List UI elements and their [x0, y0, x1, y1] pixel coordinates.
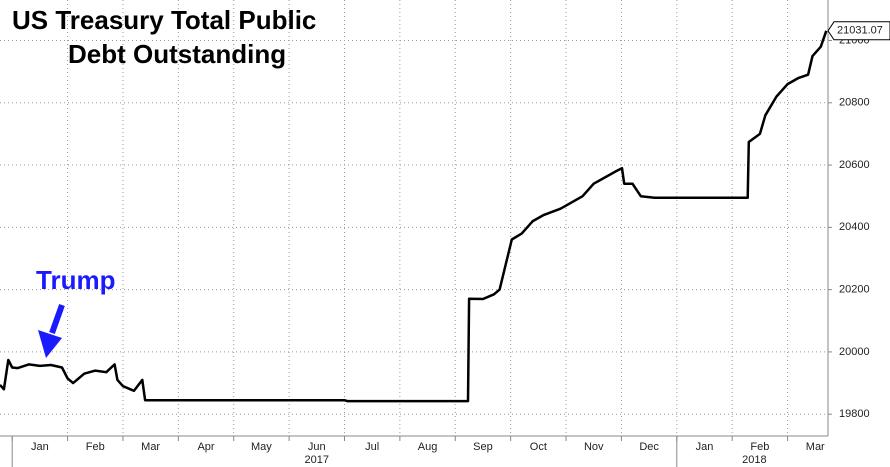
x-tick-label: Mar: [806, 441, 825, 453]
annotation: Trump: [36, 265, 115, 295]
x-tick-label: May: [251, 441, 272, 453]
chart-title: Debt Outstanding: [68, 39, 286, 69]
x-tick-label: Oct: [530, 441, 547, 453]
x-tick-label: Jun: [308, 441, 326, 453]
x-tick-label: Sep: [473, 441, 493, 453]
y-tick-label: 20600: [839, 159, 870, 171]
y-tick-label: 20000: [839, 346, 870, 358]
y-tick-label: 19800: [839, 408, 870, 420]
last-value-box: [827, 21, 890, 41]
x-tick-label: Mar: [141, 441, 160, 453]
x-tick-label: Jul: [365, 441, 379, 453]
y-tick-label: 20400: [839, 221, 870, 233]
line-series: [0, 30, 828, 403]
x-tick-label: Apr: [197, 441, 214, 453]
x-tick-label: Nov: [584, 441, 604, 453]
annotation-arrow: [38, 303, 65, 358]
x-tick-label: Dec: [639, 441, 659, 453]
x-tick-label: Feb: [86, 441, 105, 453]
year-label: 2018: [742, 454, 766, 466]
x-tick-label: Jan: [31, 441, 49, 453]
last-value-label: 21031.07: [837, 25, 883, 37]
x-tick-label: Feb: [750, 441, 769, 453]
y-tick-label: 20200: [839, 284, 870, 296]
x-tick-label: Aug: [418, 441, 438, 453]
year-label: 2017: [305, 454, 329, 466]
chart-title: US Treasury Total Public: [12, 5, 316, 35]
x-tick-label: Jan: [696, 441, 714, 453]
y-tick-label: 20800: [839, 97, 870, 109]
